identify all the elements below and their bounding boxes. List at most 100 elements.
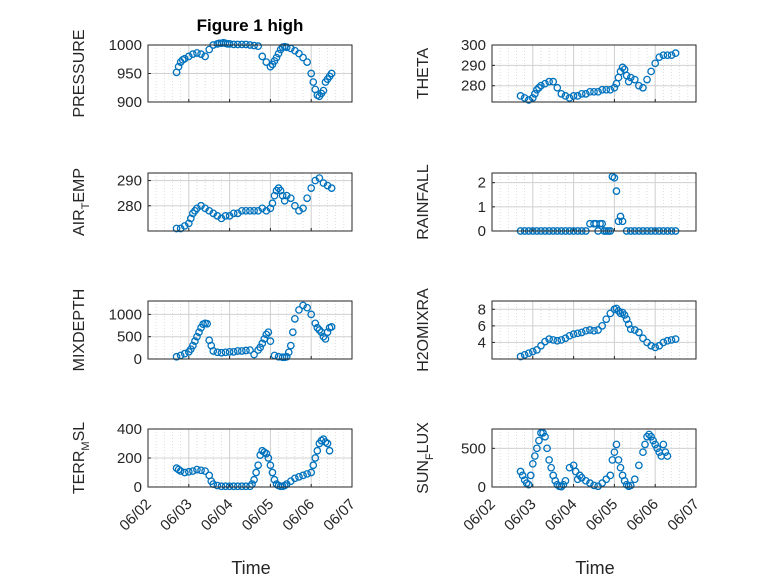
data-point bbox=[533, 444, 541, 453]
x-tick-label: 06/03 bbox=[501, 496, 540, 535]
data-point bbox=[286, 341, 295, 350]
data-point bbox=[233, 482, 242, 491]
y-tick-label: 290 bbox=[461, 57, 486, 74]
x-tick-label: 06/06 bbox=[623, 496, 662, 535]
data-point bbox=[282, 352, 291, 361]
data-point bbox=[213, 348, 222, 357]
data-point bbox=[663, 452, 672, 460]
data-point bbox=[172, 224, 181, 233]
data-point bbox=[594, 87, 602, 96]
data-point bbox=[551, 476, 560, 485]
y-axis-label: H2OMIXRA bbox=[415, 288, 432, 372]
data-point bbox=[635, 81, 643, 90]
data-point bbox=[598, 85, 607, 94]
y-tick-label: 200 bbox=[117, 450, 142, 467]
data-point bbox=[647, 341, 655, 350]
data-point bbox=[327, 69, 336, 78]
data-point bbox=[288, 328, 297, 337]
data-point bbox=[180, 468, 189, 477]
y-tick-label: 1000 bbox=[109, 306, 142, 323]
data-point bbox=[272, 53, 281, 62]
data-point bbox=[270, 351, 279, 360]
data-point bbox=[221, 348, 230, 357]
data-point bbox=[516, 92, 525, 100]
data-point bbox=[626, 325, 635, 334]
data-point bbox=[616, 212, 625, 221]
data-point bbox=[561, 476, 570, 485]
data-point bbox=[262, 449, 271, 458]
data-point bbox=[209, 347, 218, 355]
data-point bbox=[539, 429, 547, 437]
data-point bbox=[250, 41, 258, 50]
data-point bbox=[315, 174, 324, 182]
data-point bbox=[184, 52, 193, 61]
data-point bbox=[518, 471, 527, 480]
data-point bbox=[174, 62, 183, 71]
data-point bbox=[189, 467, 197, 475]
data-point bbox=[618, 63, 627, 72]
data-point bbox=[180, 349, 189, 358]
subplot-air_temp: 280 290 AIRTEMP bbox=[71, 168, 353, 236]
data-point bbox=[573, 92, 582, 100]
data-point bbox=[172, 352, 181, 361]
data-point bbox=[549, 77, 558, 86]
data-point bbox=[225, 482, 234, 491]
x-tick-label: 06/02 bbox=[116, 496, 155, 535]
data-point bbox=[645, 430, 653, 439]
data-point bbox=[237, 206, 246, 215]
data-point bbox=[549, 336, 558, 344]
data-point bbox=[325, 446, 334, 455]
y-tick-label: 4 bbox=[478, 334, 486, 351]
data-point bbox=[553, 336, 562, 345]
data-point bbox=[295, 49, 303, 58]
y-tick-label: 400 bbox=[117, 421, 142, 438]
data-point bbox=[598, 322, 607, 330]
y-tick-label: 900 bbox=[117, 94, 142, 111]
data-point bbox=[254, 461, 263, 470]
data-point bbox=[284, 348, 293, 357]
y-tick-label: 6 bbox=[478, 318, 486, 335]
data-point bbox=[612, 187, 621, 195]
data-point bbox=[565, 94, 574, 102]
data-point bbox=[547, 463, 556, 472]
data-point bbox=[303, 194, 311, 203]
y-axis-label: SUNFLUX bbox=[415, 422, 436, 494]
data-point bbox=[639, 448, 647, 457]
data-point bbox=[246, 482, 254, 491]
data-point bbox=[193, 49, 201, 57]
data-point bbox=[291, 314, 299, 323]
data-point bbox=[530, 452, 539, 460]
data-point bbox=[203, 319, 212, 328]
data-point bbox=[524, 349, 533, 358]
y-axis-label: RAINFALL bbox=[415, 164, 432, 240]
data-point bbox=[303, 303, 311, 312]
data-point bbox=[174, 465, 183, 474]
data-point bbox=[569, 92, 578, 100]
data-point bbox=[180, 54, 189, 63]
y-tick-label: 2 bbox=[478, 175, 486, 192]
data-point bbox=[647, 67, 655, 76]
data-point bbox=[319, 86, 328, 95]
y-tick-label: 0 bbox=[478, 479, 486, 496]
axes-box bbox=[147, 300, 353, 360]
y-tick-label: 0 bbox=[134, 351, 142, 368]
data-point bbox=[225, 348, 234, 356]
data-point bbox=[295, 306, 303, 314]
data-point bbox=[299, 301, 307, 310]
data-point bbox=[189, 50, 197, 58]
data-point bbox=[667, 336, 676, 344]
data-point bbox=[575, 471, 584, 480]
data-point bbox=[610, 83, 619, 92]
y-tick-label: 950 bbox=[117, 66, 142, 83]
data-point bbox=[311, 454, 320, 462]
data-point bbox=[639, 334, 647, 343]
data-point bbox=[221, 482, 230, 491]
axes-box bbox=[491, 172, 697, 232]
y-tick-label: 1 bbox=[478, 199, 486, 216]
data-point bbox=[581, 476, 590, 485]
data-point bbox=[610, 173, 619, 182]
data-point bbox=[618, 217, 627, 226]
data-point bbox=[268, 199, 277, 208]
data-point bbox=[635, 328, 643, 337]
x-axis-label-right: Time bbox=[575, 558, 614, 578]
